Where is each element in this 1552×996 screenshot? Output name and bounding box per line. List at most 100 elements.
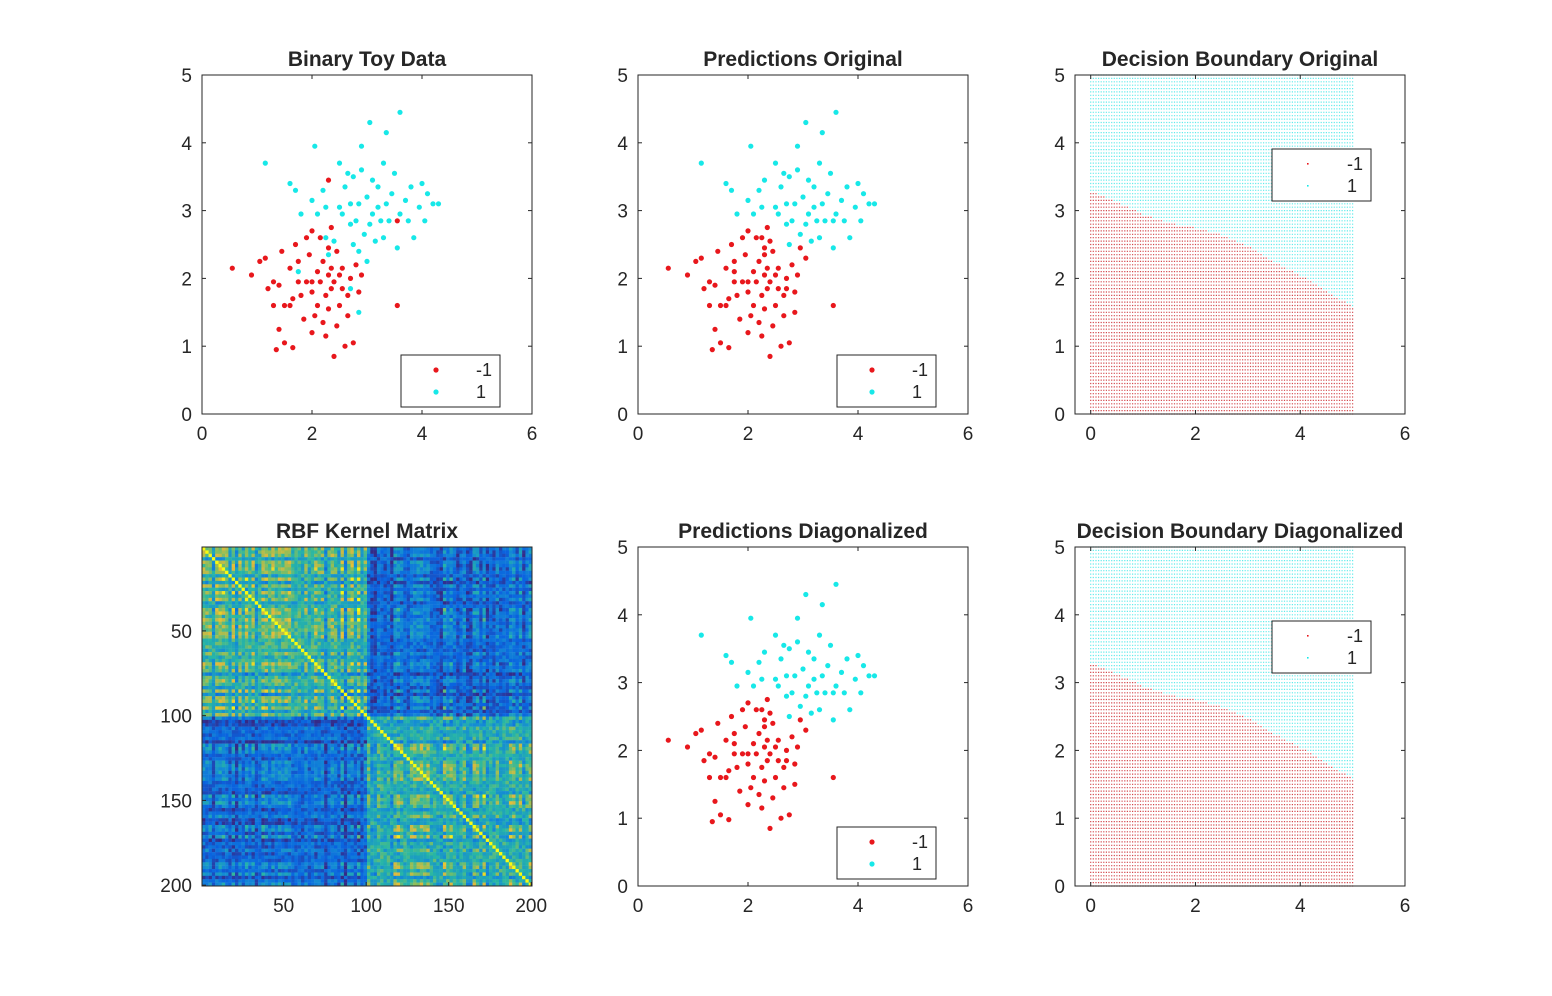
- point-neg: [314, 269, 321, 275]
- heatmap-cell: [310, 608, 315, 612]
- heatmap-cell: [386, 614, 391, 619]
- heatmap-cell: [489, 689, 493, 693]
- heatmap-cell: [518, 635, 523, 639]
- heatmap-cell: [475, 580, 480, 585]
- heatmap-cell: [287, 685, 292, 690]
- heatmap-cell: [456, 679, 460, 683]
- heatmap-cell: [419, 618, 424, 622]
- heatmap-cell: [221, 547, 226, 551]
- heatmap-cell: [261, 601, 265, 605]
- point-neg: [706, 279, 713, 285]
- heatmap-cell: [211, 574, 216, 578]
- heatmap-cell: [274, 567, 279, 571]
- heatmap-cell: [429, 631, 434, 636]
- heatmap-cell: [297, 560, 302, 565]
- heatmap-cell: [442, 577, 447, 582]
- heatmap-cell: [393, 638, 397, 643]
- heatmap-cell: [340, 679, 345, 683]
- heatmap-cell: [442, 628, 447, 632]
- heatmap-cell: [231, 675, 236, 680]
- heatmap-cell: [370, 584, 374, 588]
- heatmap-cell: [271, 550, 275, 554]
- heatmap-cell: [277, 652, 282, 656]
- heatmap-cell: [485, 679, 490, 683]
- heatmap-cell: [505, 621, 510, 626]
- point-pos: [383, 130, 389, 136]
- heatmap-cell: [452, 685, 457, 690]
- heatmap-cell: [248, 597, 252, 602]
- heatmap-cell: [452, 645, 457, 649]
- heatmap-cell: [525, 567, 529, 571]
- heatmap-cell: [495, 655, 500, 660]
- heatmap-cell: [211, 618, 216, 622]
- heatmap-cell: [456, 692, 460, 697]
- heatmap-cell: [327, 614, 331, 619]
- heatmap-cell: [251, 675, 255, 680]
- heatmap-cell: [235, 631, 239, 636]
- heatmap-cell: [208, 672, 213, 677]
- heatmap-cell: [522, 669, 526, 673]
- heatmap-cell: [324, 604, 328, 609]
- heatmap-cell: [406, 635, 411, 639]
- heatmap-cell: [340, 604, 345, 609]
- heatmap-cell: [383, 655, 387, 660]
- heatmap-cell: [522, 628, 526, 632]
- heatmap-cell: [271, 635, 275, 639]
- heatmap-cell: [400, 567, 404, 571]
- heatmap-cell: [304, 597, 308, 602]
- heatmap-cell: [208, 658, 213, 663]
- heatmap-cell: [274, 550, 279, 554]
- y-tick-label: 2: [1054, 269, 1065, 290]
- heatmap-cell: [442, 669, 447, 673]
- point-pos: [292, 187, 299, 193]
- heatmap-cell: [363, 597, 368, 602]
- heatmap-cell: [307, 580, 312, 585]
- heatmap-cell: [370, 696, 374, 700]
- heatmap-cell: [396, 641, 401, 646]
- heatmap-cell: [446, 648, 450, 653]
- heatmap-cell: [433, 638, 437, 643]
- heatmap-cell: [225, 570, 229, 575]
- heatmap-cell: [340, 648, 345, 653]
- heatmap-cell: [499, 652, 503, 656]
- heatmap-cell: [343, 638, 348, 643]
- heatmap-cell: [343, 658, 348, 663]
- heatmap-cell: [433, 628, 437, 632]
- heatmap-cell: [472, 652, 477, 656]
- heatmap-cell: [218, 662, 222, 666]
- heatmap-cell: [479, 648, 483, 653]
- point-neg: [394, 218, 400, 224]
- heatmap-cell: [264, 689, 269, 693]
- heatmap-cell: [244, 682, 249, 687]
- heatmap-cell: [462, 557, 467, 561]
- heatmap-cell: [287, 692, 292, 697]
- point-neg: [723, 302, 729, 309]
- heatmap-cell: [518, 608, 523, 612]
- heatmap-cell: [413, 591, 417, 595]
- heatmap-cell: [261, 692, 265, 697]
- heatmap-cell: [419, 621, 424, 626]
- heatmap-cell: [528, 692, 533, 697]
- heatmap-cell: [423, 689, 427, 693]
- heatmap-cell: [393, 699, 397, 704]
- heatmap-cell: [489, 655, 493, 660]
- heatmap-cell: [528, 547, 533, 551]
- heatmap-cell: [525, 696, 529, 700]
- heatmap-cell: [254, 591, 259, 595]
- heatmap-cell: [469, 689, 473, 693]
- heatmap-cell: [466, 679, 470, 683]
- heatmap-cell: [469, 614, 473, 619]
- heatmap-cell: [393, 682, 397, 687]
- heatmap-cell: [373, 689, 378, 693]
- heatmap-cell: [254, 682, 259, 687]
- point-pos: [397, 211, 403, 217]
- heatmap-cell: [426, 574, 430, 578]
- y-tick-label: 1: [617, 337, 628, 358]
- heatmap-cell: [515, 594, 519, 599]
- heatmap-cell: [258, 669, 262, 673]
- heatmap-cell: [406, 628, 411, 632]
- heatmap-cell: [413, 608, 417, 612]
- heatmap-cell: [360, 635, 364, 639]
- heatmap-cell: [281, 604, 285, 609]
- heatmap-cell: [228, 594, 232, 599]
